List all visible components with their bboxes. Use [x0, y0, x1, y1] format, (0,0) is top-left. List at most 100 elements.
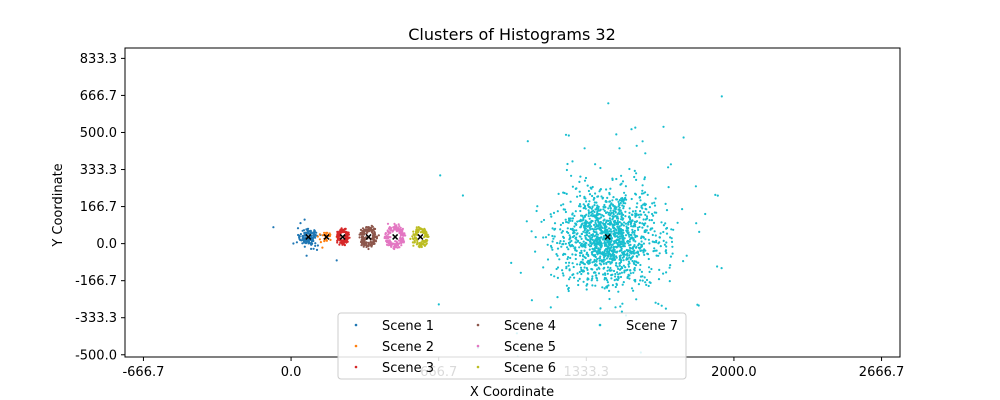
- data-point: [610, 269, 613, 272]
- data-point: [602, 219, 605, 222]
- data-point: [620, 235, 623, 238]
- data-point: [628, 220, 631, 223]
- data-point: [571, 185, 575, 188]
- data-point: [578, 203, 582, 206]
- data-point: [597, 272, 601, 275]
- data-point: [585, 284, 588, 287]
- data-point: [318, 238, 321, 241]
- data-point: [609, 219, 612, 222]
- data-point: [610, 261, 613, 264]
- data-point: [631, 247, 635, 250]
- data-point: [645, 208, 648, 211]
- data-point: [616, 213, 619, 216]
- data-point: [309, 232, 312, 235]
- data-point: [343, 243, 346, 246]
- data-point: [359, 231, 362, 235]
- data-point: [611, 284, 615, 287]
- data-point: [374, 239, 377, 242]
- data-point: [565, 230, 569, 233]
- data-point: [552, 237, 555, 240]
- data-point: [576, 263, 579, 266]
- data-point: [561, 269, 564, 272]
- data-point: [582, 203, 585, 206]
- data-point: [587, 215, 590, 218]
- data-point: [607, 251, 610, 254]
- data-point: [619, 232, 622, 235]
- data-point: [416, 228, 419, 231]
- data-point: [591, 194, 594, 198]
- data-point: [650, 219, 654, 222]
- data-point: [612, 246, 615, 249]
- data-point: [586, 184, 589, 187]
- data-point: [621, 238, 625, 241]
- data-point: [619, 275, 623, 279]
- data-point: [620, 199, 623, 202]
- data-point: [615, 229, 618, 232]
- data-point: [609, 209, 612, 212]
- data-point: [583, 226, 586, 229]
- data-point: [649, 281, 652, 284]
- data-point: [698, 230, 701, 233]
- data-point: [575, 241, 578, 244]
- data-point: [626, 240, 629, 243]
- data-point: [632, 271, 635, 274]
- data-point: [617, 236, 620, 239]
- data-point: [641, 226, 644, 229]
- centroid-marker: [339, 233, 346, 240]
- data-point: [594, 219, 597, 222]
- data-point: [305, 240, 308, 243]
- data-point: [629, 272, 632, 275]
- data-point: [614, 306, 617, 309]
- data-point: [614, 275, 617, 278]
- data-point: [583, 214, 587, 217]
- data-point: [603, 256, 606, 259]
- data-point: [373, 242, 376, 245]
- data-point: [418, 241, 421, 245]
- data-point: [299, 222, 302, 225]
- data-point: [720, 267, 723, 270]
- data-point: [323, 231, 326, 234]
- data-point: [415, 231, 418, 234]
- data-point: [562, 274, 565, 277]
- data-point: [650, 267, 653, 271]
- data-point: [303, 218, 306, 221]
- legend-marker: [354, 365, 358, 369]
- data-point: [630, 197, 633, 201]
- data-point: [577, 283, 580, 287]
- data-point: [599, 188, 603, 191]
- data-point: [654, 234, 657, 237]
- data-point: [618, 228, 621, 231]
- data-point: [368, 226, 371, 229]
- data-point: [413, 241, 416, 244]
- data-point: [627, 242, 630, 245]
- data-point: [646, 193, 649, 196]
- data-point: [644, 152, 647, 155]
- data-point: [567, 287, 570, 291]
- data-point: [599, 166, 602, 170]
- data-point: [606, 266, 610, 269]
- legend-label: Scene 5: [504, 340, 556, 355]
- y-tick-label: 500.0: [80, 126, 117, 141]
- data-point: [626, 249, 629, 252]
- data-point: [603, 266, 606, 269]
- data-point: [623, 245, 626, 248]
- data-point: [561, 243, 564, 246]
- data-point: [591, 284, 594, 287]
- data-point: [612, 251, 615, 254]
- data-point: [608, 297, 611, 301]
- data-point: [383, 236, 386, 240]
- data-point: [535, 209, 538, 213]
- data-point: [621, 245, 625, 248]
- data-point: [398, 229, 401, 232]
- data-point: [672, 228, 675, 231]
- data-point: [641, 184, 644, 187]
- data-point: [590, 279, 593, 282]
- data-point: [558, 242, 561, 245]
- data-point: [607, 233, 610, 236]
- data-point: [633, 279, 636, 282]
- data-point: [550, 215, 553, 218]
- data-point: [664, 202, 667, 205]
- data-point: [590, 225, 593, 228]
- data-point: [595, 231, 598, 234]
- data-point: [542, 266, 545, 269]
